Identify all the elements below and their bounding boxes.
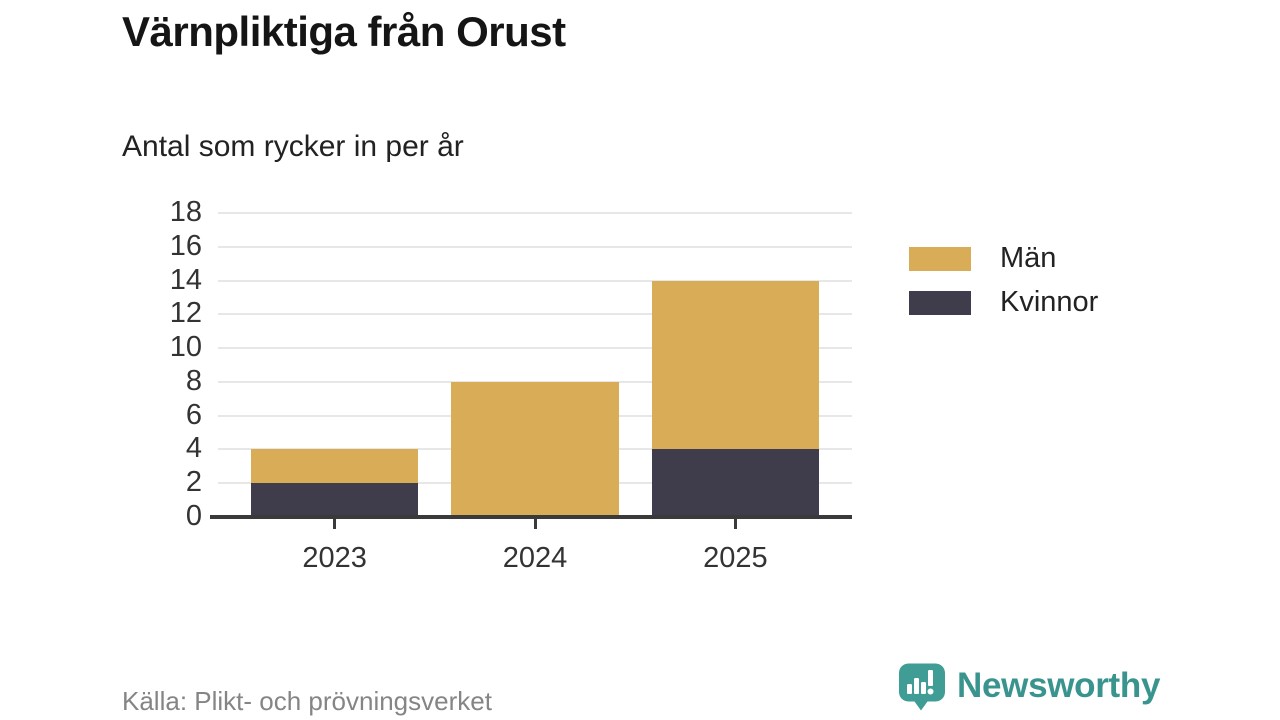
x-axis-tick <box>333 519 337 529</box>
x-axis-tick <box>733 519 737 529</box>
bar-segment-män-2025 <box>651 280 819 450</box>
y-axis-tick-label: 6 <box>185 398 202 431</box>
gridline <box>218 279 852 282</box>
gridline <box>218 245 852 248</box>
x-axis-tick <box>533 519 537 529</box>
y-axis-tick-label: 4 <box>185 432 202 465</box>
x-axis-tick-label: 2023 <box>302 542 367 574</box>
y-axis-tick-label: 18 <box>169 196 202 228</box>
newsworthy-logo-icon <box>896 660 948 712</box>
y-axis-tick-label: 2 <box>185 466 202 499</box>
legend-swatch-män <box>909 247 971 271</box>
x-axis-tick-label: 2024 <box>502 542 568 574</box>
y-axis-tick-label: 8 <box>185 364 202 397</box>
plot-area: 0 2 4 6 8 10 12 14 16 18 2023 2024 2025 <box>169 196 852 574</box>
chart-title: Värnpliktiga från Orust <box>122 8 566 55</box>
brand-name: Newsworthy <box>957 666 1161 705</box>
y-axis-tick-label: 0 <box>185 500 202 532</box>
source-text: Källa: Plikt- och prövningsverket <box>122 686 492 716</box>
gridline <box>218 347 852 350</box>
legend-label-kvinnor: Kvinnor <box>1000 286 1099 318</box>
x-axis-tick-label: 2025 <box>703 542 768 574</box>
y-axis-tick-label: 12 <box>169 297 202 330</box>
legend-swatch-kvinnor <box>909 291 971 315</box>
y-axis-tick-label: 16 <box>169 229 202 262</box>
x-axis-line <box>210 515 852 519</box>
bar-segment-kvinnor-2025 <box>651 449 819 517</box>
bar-segment-män-2024 <box>451 381 619 517</box>
brand-logo: Newsworthy <box>896 660 1160 712</box>
gridline <box>218 212 852 214</box>
chart-subtitle: Antal som rycker in per år <box>122 130 464 163</box>
y-axis-tick-label: 10 <box>169 331 202 364</box>
bar-segment-män-2023 <box>251 449 419 484</box>
gridline <box>218 313 852 316</box>
y-axis-tick-label: 14 <box>169 263 202 296</box>
bar-segment-kvinnor-2023 <box>251 483 419 517</box>
legend-label-män: Män <box>1000 242 1057 274</box>
